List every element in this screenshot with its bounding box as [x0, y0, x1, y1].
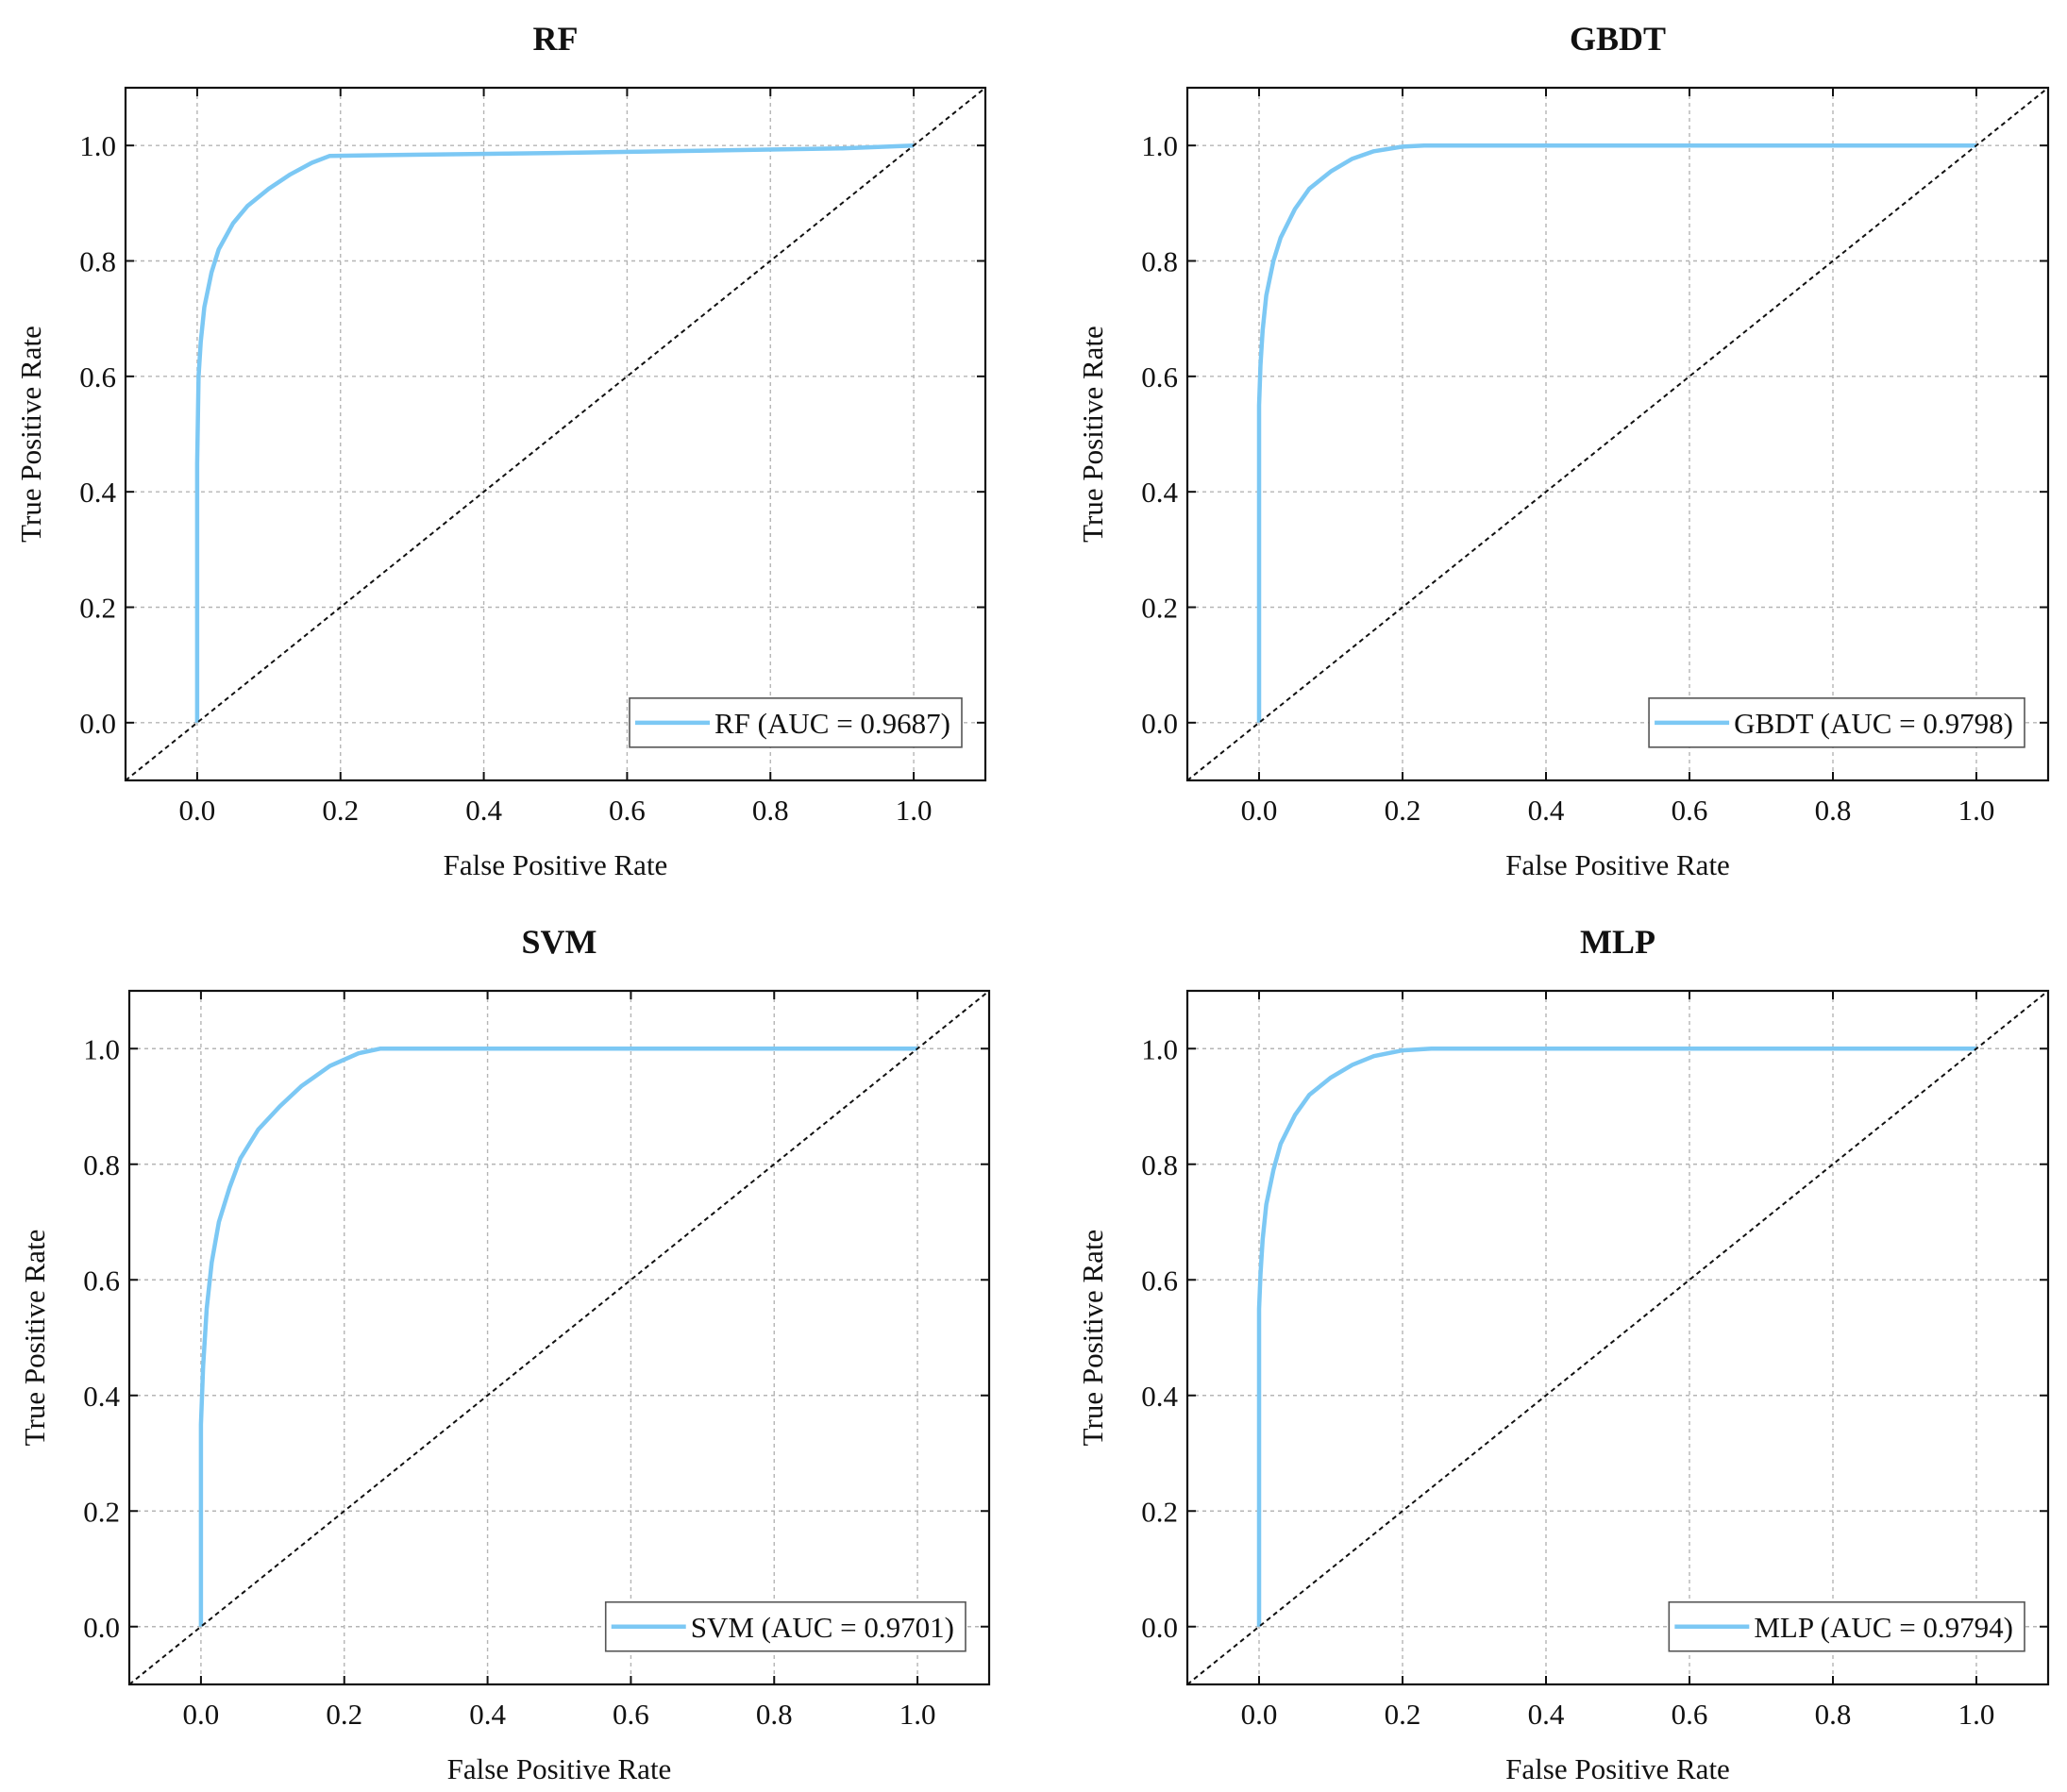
- y-tick-label: 0.0: [1141, 707, 1178, 740]
- plot-frame: [1185, 86, 2050, 782]
- y-tick-label: 0.2: [1141, 1495, 1178, 1528]
- subplot-svm: 0.0 0.2 0.4 0.6 0.8 1.0 0.0 0.2 0.4 0.6 0.8 1.0 SVM F…: [18, 923, 991, 1785]
- y-tick-label: 0.4: [1141, 1380, 1178, 1413]
- y-tick-label: 0.6: [83, 1264, 120, 1297]
- x-tick-label: 0.4: [469, 1698, 506, 1731]
- x-tick-label: 0.0: [1241, 794, 1278, 827]
- chance-line: [1187, 88, 2048, 780]
- x-tick-label: 0.6: [609, 794, 646, 827]
- y-tick-label: 1.0: [79, 129, 116, 162]
- x-tick-label: 1.0: [899, 1698, 936, 1731]
- x-tick-label: 1.0: [896, 794, 933, 827]
- x-tick-label: 0.4: [1528, 1698, 1565, 1731]
- x-tick-label: 0.2: [322, 794, 359, 827]
- legend: MLP (AUC = 0.9794): [1668, 1600, 2025, 1652]
- x-tick-label: 1.0: [1958, 794, 1995, 827]
- x-axis-label: False Positive Rate: [1505, 848, 1730, 881]
- y-tick-label: 0.6: [1141, 360, 1178, 394]
- y-tick-label: 0.2: [83, 1495, 120, 1528]
- legend: RF (AUC = 0.9687): [629, 697, 963, 748]
- legend: SVM (AUC = 0.9701): [604, 1600, 966, 1652]
- chart-title: RF: [533, 20, 579, 58]
- y-tick-label: 0.6: [1141, 1264, 1178, 1297]
- x-tick-label: 0.4: [1528, 794, 1565, 827]
- x-tick-label: 0.6: [1672, 1698, 1708, 1731]
- y-tick-label: 0.4: [79, 476, 116, 509]
- y-tick-label: 0.0: [79, 707, 116, 740]
- x-axis-label: False Positive Rate: [447, 1752, 672, 1785]
- subplot-mlp: 0.0 0.2 0.4 0.6 0.8 1.0 0.0 0.2 0.4 0.6 0.8 1.0 MLP F…: [1076, 923, 2050, 1785]
- chance-line: [129, 991, 989, 1684]
- x-axis-label: False Positive Rate: [1505, 1752, 1730, 1785]
- x-tick-label: 0.2: [1385, 794, 1421, 827]
- y-tick-label: 1.0: [1141, 129, 1178, 162]
- y-axis-label: True Positive Rate: [18, 1230, 51, 1447]
- subplot-rf: 0.0 0.2 0.4 0.6 0.8 1.0 0.0 0.2 0.4 0.6 0.8 1.0 RF Fa…: [14, 20, 987, 881]
- x-tick-label: 0.8: [752, 794, 789, 827]
- x-tick-label: 0.2: [326, 1698, 362, 1731]
- x-tick-label: 0.8: [1815, 794, 1852, 827]
- chart-title: GBDT: [1570, 20, 1666, 58]
- y-axis-label: True Positive Rate: [1076, 326, 1109, 543]
- y-tick-label: 0.0: [83, 1611, 120, 1644]
- y-tick-label: 0.4: [1141, 476, 1178, 509]
- legend-label: GBDT (AUC = 0.9798): [1734, 707, 2013, 740]
- x-tick-label: 0.0: [1241, 1698, 1278, 1731]
- legend: GBDT (AUC = 0.9798): [1648, 697, 2025, 748]
- plot-frame: [1185, 989, 2050, 1686]
- subplot-gbdt: 0.0 0.2 0.4 0.6 0.8 1.0 0.0 0.2 0.4 0.6 0.8 1.0 GBDT…: [1076, 20, 2050, 881]
- y-tick-label: 0.2: [1141, 592, 1178, 625]
- x-tick-label: 0.0: [183, 1698, 220, 1731]
- chart-title: SVM: [522, 923, 597, 961]
- roc-curve-gbdt: [1256, 142, 1976, 723]
- x-tick-label: 0.6: [1672, 794, 1708, 827]
- legend-label: RF (AUC = 0.9687): [714, 707, 950, 740]
- y-tick-label: 1.0: [83, 1032, 120, 1065]
- x-axis-label: False Positive Rate: [444, 848, 668, 881]
- roc-curve-rf: [194, 142, 915, 723]
- x-tick-label: 0.0: [179, 794, 216, 827]
- y-tick-label: 0.8: [1141, 245, 1178, 278]
- x-tick-label: 0.8: [756, 1698, 793, 1731]
- x-tick-label: 0.8: [1815, 1698, 1852, 1731]
- chance-line: [126, 88, 985, 780]
- x-tick-label: 0.4: [465, 794, 502, 827]
- y-axis-label: True Positive Rate: [1076, 1230, 1109, 1447]
- legend-label: MLP (AUC = 0.9794): [1754, 1611, 2013, 1644]
- y-tick-label: 0.8: [79, 245, 116, 278]
- y-tick-label: 0.2: [79, 592, 116, 625]
- roc-curve-mlp: [1256, 1047, 1976, 1627]
- y-axis-label: True Positive Rate: [14, 326, 47, 543]
- chart-title: MLP: [1580, 923, 1655, 961]
- y-tick-label: 0.0: [1141, 1611, 1178, 1644]
- x-tick-label: 1.0: [1958, 1698, 1995, 1731]
- chance-line: [1187, 991, 2048, 1684]
- x-tick-label: 0.2: [1385, 1698, 1421, 1731]
- y-tick-label: 0.8: [1141, 1148, 1178, 1181]
- y-tick-label: 1.0: [1141, 1032, 1178, 1065]
- y-tick-label: 0.6: [79, 360, 116, 394]
- roc-curve-svm: [198, 1047, 918, 1627]
- plot-frame: [124, 86, 987, 782]
- y-tick-label: 0.4: [83, 1380, 120, 1413]
- plot-frame: [127, 989, 991, 1686]
- x-tick-label: 0.6: [613, 1698, 649, 1731]
- y-tick-label: 0.8: [83, 1148, 120, 1181]
- legend-label: SVM (AUC = 0.9701): [691, 1611, 954, 1644]
